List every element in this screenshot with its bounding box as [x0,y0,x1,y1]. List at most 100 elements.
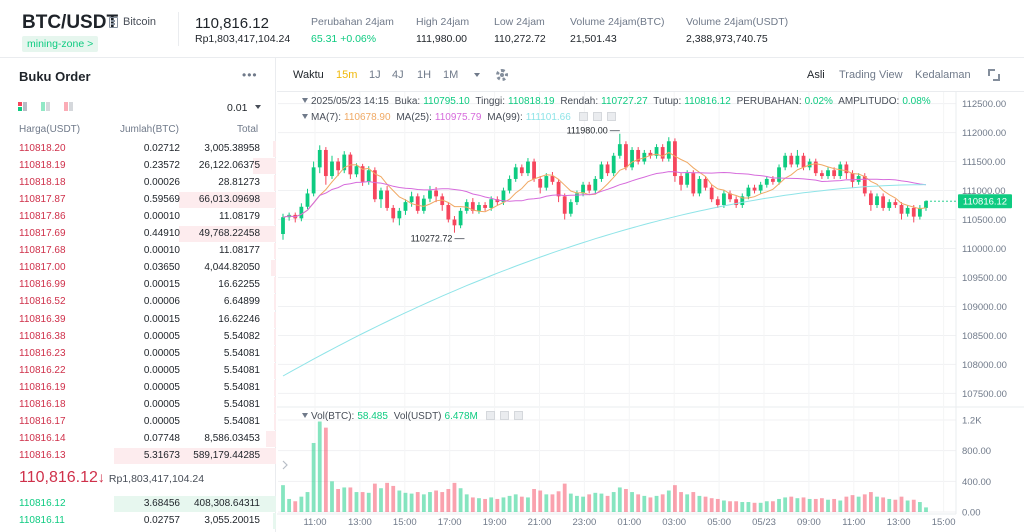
volume-bar [599,493,604,512]
row-total: 28.81273 [218,177,260,189]
candle [434,190,438,197]
interval-15m[interactable]: 15m [336,69,358,81]
row-price: 110816.13 [19,449,66,461]
ask-row[interactable]: 110817.00 0.03650 4,044.82050 [0,259,276,277]
view-original[interactable]: Asli [807,69,825,81]
view-depth[interactable]: Kedalaman [915,69,971,81]
ask-row[interactable]: 110818.19 0.23572 26,122.06375 [0,157,276,175]
volume-bar [587,494,592,512]
ask-row[interactable]: 110816.14 0.07748 8,586.03453 [0,430,276,448]
coin-info-icon[interactable] [109,17,118,28]
volume-bar [495,498,500,512]
close-icon[interactable] [513,411,523,420]
candle [372,170,377,200]
more-options-icon[interactable]: ••• [242,68,258,82]
bid-row[interactable]: 110816.12 3.68456 408,308.64311 [0,495,276,513]
legend-vol-usdt-label: Vol(USDT) [393,411,442,422]
row-price: 110816.14 [19,432,66,444]
candle [654,147,659,156]
collapse-legend-icon[interactable] [302,98,308,103]
layout-asks-icon[interactable] [64,102,73,111]
row-price: 110817.00 [19,262,66,274]
row-amount: 0.00005 [143,330,180,342]
ask-row[interactable]: 110816.13 5.31673 589,179.44285 [0,447,276,465]
pair-symbol[interactable]: BTC/USDT [22,12,119,33]
ask-row[interactable]: 110816.17 0.00005 5.54081 [0,413,276,431]
ask-row[interactable]: 110817.86 0.00010 11.08179 [0,208,276,226]
ask-row[interactable]: 110816.52 0.00006 6.64899 [0,293,276,311]
ask-row[interactable]: 110816.38 0.00005 5.54082 [0,328,276,346]
time-label: Waktu [293,69,324,81]
ask-row[interactable]: 110818.18 0.00026 28.81273 [0,174,276,192]
legend-amp-label: AMPLITUDO: [838,96,900,107]
time-tick: 09:00 [797,517,821,528]
volume-bar [636,494,641,512]
candle [477,205,481,211]
row-amount: 0.02712 [143,143,180,154]
settings-icon[interactable] [499,411,509,420]
collapse-ma-icon[interactable] [302,114,308,119]
ask-row[interactable]: 110817.87 0.59569 66,013.09698 [0,191,276,209]
precision-select[interactable]: 0.01 [227,102,248,114]
candle [421,198,426,211]
candle [875,196,879,206]
ask-row[interactable]: 110817.69 0.44910 49,768.22458 [0,225,276,243]
ask-row[interactable]: 110816.23 0.00005 5.54081 [0,345,276,363]
layout-bids-icon[interactable] [41,102,50,111]
volume-bar [372,483,377,512]
ask-row[interactable]: 110816.39 0.00015 16.62246 [0,311,276,329]
volume-bar [917,502,922,512]
row-amount: 0.00010 [143,211,180,223]
row-amount: 0.07748 [143,432,180,444]
interval-1j[interactable]: 1J [369,69,381,81]
row-amount: 0.00015 [143,279,180,291]
settings-icon[interactable] [592,112,602,121]
gear-icon[interactable] [496,69,508,81]
more-intervals-chevron-icon[interactable] [474,73,480,77]
ask-row[interactable]: 110816.99 0.00015 16.62255 [0,276,276,294]
view-trading-view[interactable]: Trading View [839,69,903,81]
candle [385,190,390,208]
candle [458,210,463,226]
ask-row[interactable]: 110816.19 0.00005 5.54081 [0,379,276,397]
chevron-down-icon[interactable] [255,105,261,109]
layout-both-icon[interactable] [18,102,27,111]
interval-1m[interactable]: 1M [443,69,459,81]
candle [299,206,304,219]
volume-bar [532,488,536,512]
volume-bar [526,497,530,512]
eye-icon[interactable] [578,112,588,121]
bid-row[interactable]: 110816.11 0.02757 3,055.20015 [0,512,276,530]
ask-row[interactable]: 110816.22 0.00005 5.54081 [0,362,276,380]
row-total: 5.54082 [223,330,260,342]
eye-icon[interactable] [485,411,495,420]
candle [336,161,341,171]
volume-tick: 800.00 [962,446,991,457]
interval-4j[interactable]: 4J [392,69,404,81]
ask-row[interactable]: 110816.18 0.00005 5.54081 [0,396,276,414]
candle [728,193,732,200]
candle [611,155,616,174]
row-price: 110818.19 [19,160,66,172]
ask-row[interactable]: 110818.20 0.02712 3,005.38958 [0,140,276,158]
ohlc-legend: 2025/05/23 14:15 Buka: 110795.10 Tinggi: 1… [302,96,934,107]
candle [360,166,365,182]
depth-bar [253,158,276,175]
ask-row[interactable]: 110817.68 0.00010 11.08177 [0,242,276,260]
close-icon[interactable] [606,112,616,121]
volume-bar [446,488,451,512]
legend-close-label: Tutup: [653,96,682,107]
volume-bar [924,507,928,512]
volume-bar [489,497,494,512]
fullscreen-icon[interactable] [988,69,1000,81]
volume-bar [354,492,359,512]
stat-value: 65.31 +0.06% [311,33,377,45]
candle [587,184,592,191]
coin-name[interactable]: Bitcoin [123,16,157,28]
depth-bar [273,141,276,157]
interval-1h[interactable]: 1H [417,69,432,81]
collapse-volume-icon[interactable] [302,413,308,418]
row-total: 408,308.64311 [194,498,260,509]
mining-zone-tag[interactable]: mining-zone > [22,36,99,52]
